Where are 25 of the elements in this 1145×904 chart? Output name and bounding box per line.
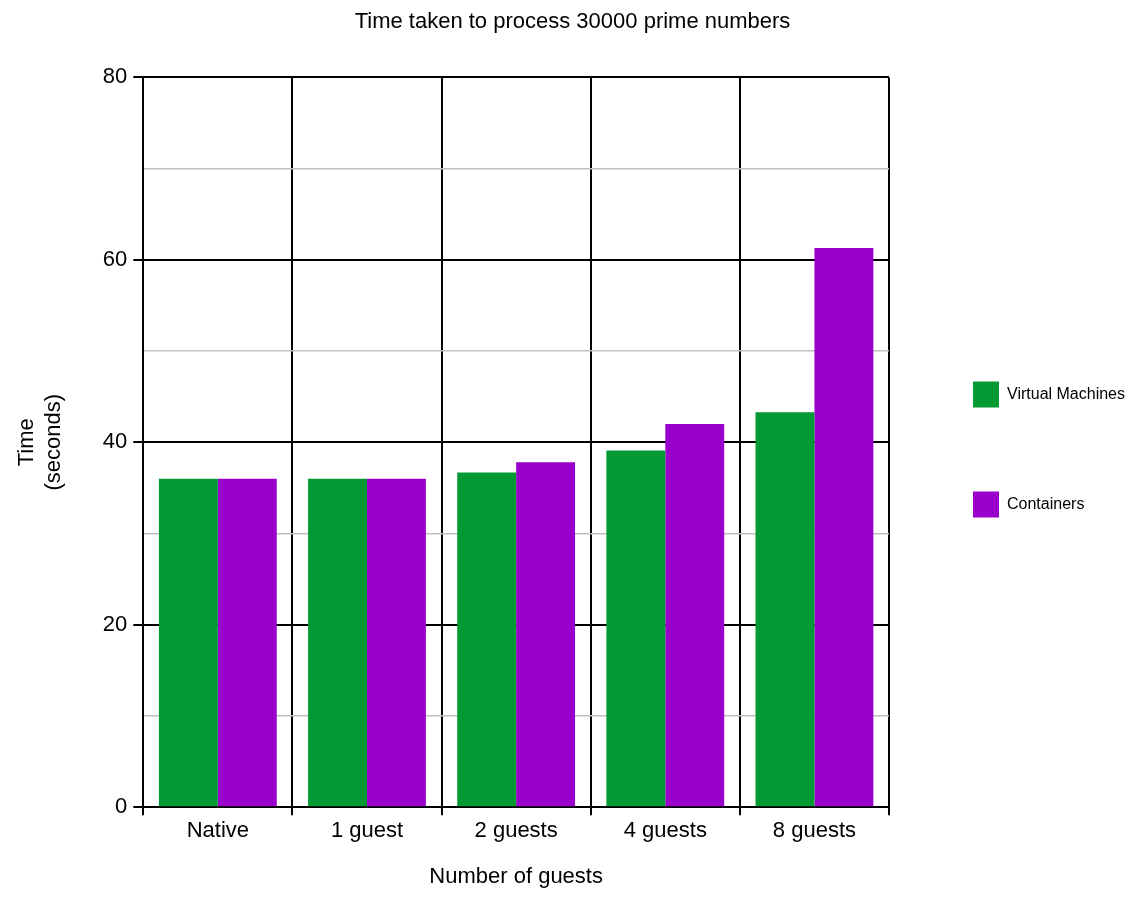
bar: [158, 478, 218, 807]
bar: [366, 478, 426, 807]
x-tick-label: 8 guests: [772, 817, 857, 843]
x-tick-label: 2 guests: [474, 817, 558, 843]
y-tick-label: 0: [115, 793, 128, 819]
x-tick-label: Native: [186, 817, 250, 843]
x-tick-label: 1 guest: [330, 817, 404, 843]
x-tick-label: 4 guests: [623, 817, 707, 843]
bar: [217, 478, 277, 807]
bar: [308, 478, 367, 807]
bar: [457, 472, 517, 807]
chart-title: Time taken to process 30000 prime numbers: [354, 8, 791, 34]
bar: [755, 412, 815, 807]
y-axis-title: Time (seconds): [13, 394, 65, 491]
y-tick-label: 20: [102, 610, 128, 636]
bar: [814, 247, 874, 807]
y-tick-label: 40: [102, 428, 128, 454]
x-axis-title: Number of guests: [429, 862, 603, 888]
legend-label: Virtual Machines: [1007, 384, 1125, 402]
y-tick-label: 80: [102, 63, 128, 89]
bar: [516, 462, 576, 807]
y-tick-label: 60: [102, 245, 128, 271]
bar: [606, 450, 666, 807]
legend-label: Containers: [1007, 494, 1085, 512]
bar: [665, 424, 725, 807]
